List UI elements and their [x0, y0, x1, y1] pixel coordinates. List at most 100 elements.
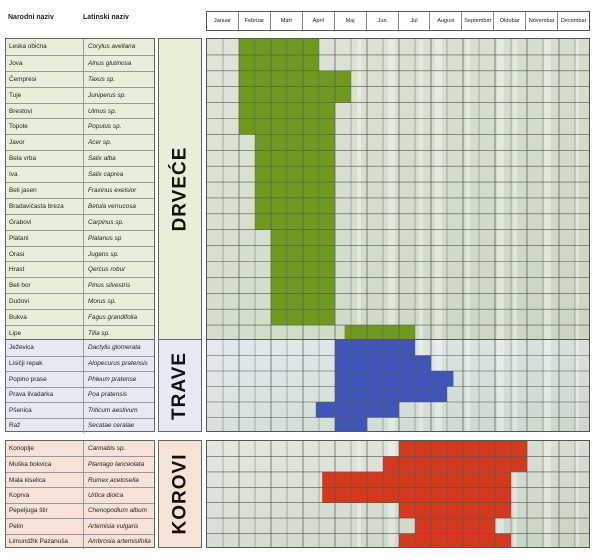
common-name: Platani [6, 230, 84, 246]
common-name: Prava livadarka [6, 387, 84, 402]
table-row: Pšenica Triticum aestivum [6, 402, 154, 418]
common-name: Pšenica [6, 403, 84, 418]
table-row: Lisičji repak Alopecurus pratensis [6, 355, 154, 371]
common-name: Javor [6, 135, 84, 151]
table-row: Mala kiselica Rumex acetosella [6, 471, 154, 488]
table-row: Čempresi Taxus sp. [6, 70, 154, 87]
common-name: Raž [6, 418, 84, 433]
pollen-bar [399, 502, 511, 519]
month-label: Mart [269, 12, 302, 30]
common-name: Bradavičasta breza [6, 198, 84, 214]
latin-name: Betula verrucosa [88, 202, 136, 210]
latin-name: Ambrosia artemisifolia [88, 538, 151, 546]
table-row: Topole Populus sp. [6, 118, 154, 135]
latin-name: Triticum aestivum [88, 406, 138, 414]
background-stem [575, 441, 579, 547]
month-label: August [429, 12, 461, 30]
month-label: Oktobar [493, 12, 525, 30]
month-header: Januar Februar Mart April Maj Jun Jul August Sep… [206, 11, 590, 31]
latin-name: Rumex acetosella [88, 476, 139, 484]
latin-name: Qercus robur [88, 266, 126, 274]
latin-name: Carpinus sp. [88, 218, 124, 226]
table-row: Limundžik Pazanuša Ambrosia artemisifolia [6, 533, 154, 549]
background-stem [544, 39, 551, 339]
season-chart-svg [207, 39, 589, 339]
month-label: April [301, 12, 334, 30]
latin-name: Plantago lanceolata [88, 461, 145, 469]
latin-name: Artemisia vulgaris [88, 522, 139, 530]
background-stem [466, 39, 470, 339]
common-name: Beli bor [6, 278, 84, 294]
table-row: Jova Alnus glutinosa [6, 54, 154, 71]
common-name: Jova [6, 55, 84, 71]
pollen-bar [383, 456, 527, 472]
table-row: Hrast Qercus robur [6, 261, 154, 278]
table-row: Dudovi Morus sp. [6, 293, 154, 310]
pollen-bar [344, 325, 415, 339]
latin-name: Platanus sp [88, 234, 122, 242]
latin-name: Populus sp. [88, 123, 122, 131]
background-stem [497, 39, 504, 339]
table-row: Tuje Juniperus sp. [6, 86, 154, 103]
background-stem [575, 39, 579, 339]
table-row: Lipe Tilia sp. [6, 325, 154, 341]
common-name: Muška bokvica [6, 457, 84, 472]
table-row: Pepeljuga štir Chenopodium album [6, 502, 154, 519]
latin-name: Chenopodium album [88, 507, 147, 515]
table-row: Popino prase Phleum pratense [6, 371, 154, 387]
group-label-text: DRVEĆE [169, 146, 190, 232]
pollen-bar [255, 197, 335, 214]
latin-name: Dactylis glomerata [88, 344, 141, 352]
background-stem [435, 39, 442, 339]
table-row: Muška bokvica Plantago lanceolata [6, 456, 154, 472]
background-stem [357, 39, 361, 339]
pollen-bar [255, 182, 335, 198]
latin-name: Corylus avellana [88, 43, 136, 51]
table-row: Ježevica Dactylis glomerata [6, 340, 154, 356]
table-row: Prava livadarka Poa pratensis [6, 386, 154, 402]
common-name: Pepeljuga štir [6, 503, 84, 519]
background-stem [497, 340, 504, 431]
pollen-bar [239, 70, 351, 87]
latin-name: Secatae ceralae [88, 422, 135, 430]
month-label: Januar [213, 18, 232, 24]
latin-name: Urtica dioica [88, 491, 124, 499]
latin-name: Fraxinus exelsior [88, 186, 137, 194]
common-name: Mala kiselica [6, 472, 84, 488]
latin-name: Cannabis sp. [88, 445, 126, 453]
background-stem [466, 340, 470, 431]
month-label: Jun [365, 12, 398, 30]
latin-name: Taxus sp. [88, 75, 116, 83]
latin-name: Alopecurus pratensis [88, 360, 148, 368]
month-label: Maj [333, 12, 366, 30]
pollen-bar [335, 386, 447, 402]
table-row: Raž Secatae ceralae [6, 417, 154, 433]
latin-name: Pinus silvestris [88, 282, 131, 290]
group-label: DRVEĆE [158, 38, 202, 340]
season-chart-1 [206, 339, 590, 432]
table-row: Koprva Urtica dioica [6, 487, 154, 503]
latin-name: Fagus grandifolia [88, 314, 138, 322]
plant-table-2: Konoplje Cannabis sp. Muška bokvica Plantag… [5, 440, 155, 549]
pollen-bar [335, 340, 415, 356]
table-row: Beli jasen Fraxinus exelsior [6, 182, 154, 198]
group-label-text: TRAVE [169, 351, 191, 420]
latin-name: Salix caprea [88, 171, 124, 179]
season-chart-svg [207, 340, 589, 431]
season-chart-0 [206, 38, 590, 340]
pollen-bar [255, 134, 335, 151]
common-name: Topole [6, 119, 84, 135]
pollen-bar [322, 487, 511, 503]
common-name: Lisičji repak [6, 356, 84, 371]
table-row: Grabovi Carpinus sp. [6, 213, 154, 230]
month-label: Novembar [525, 12, 557, 30]
common-name: Popino prase [6, 372, 84, 387]
latin-name: Alnus glutinosa [88, 59, 132, 67]
latin-name: Morus sp. [88, 298, 117, 306]
month-label: Decembar [557, 12, 589, 30]
common-name: Bukva [6, 310, 84, 326]
pollen-bar [239, 39, 319, 55]
pollen-bar [255, 166, 335, 183]
pollen-bar [335, 371, 454, 387]
common-name: Tuje [6, 87, 84, 103]
